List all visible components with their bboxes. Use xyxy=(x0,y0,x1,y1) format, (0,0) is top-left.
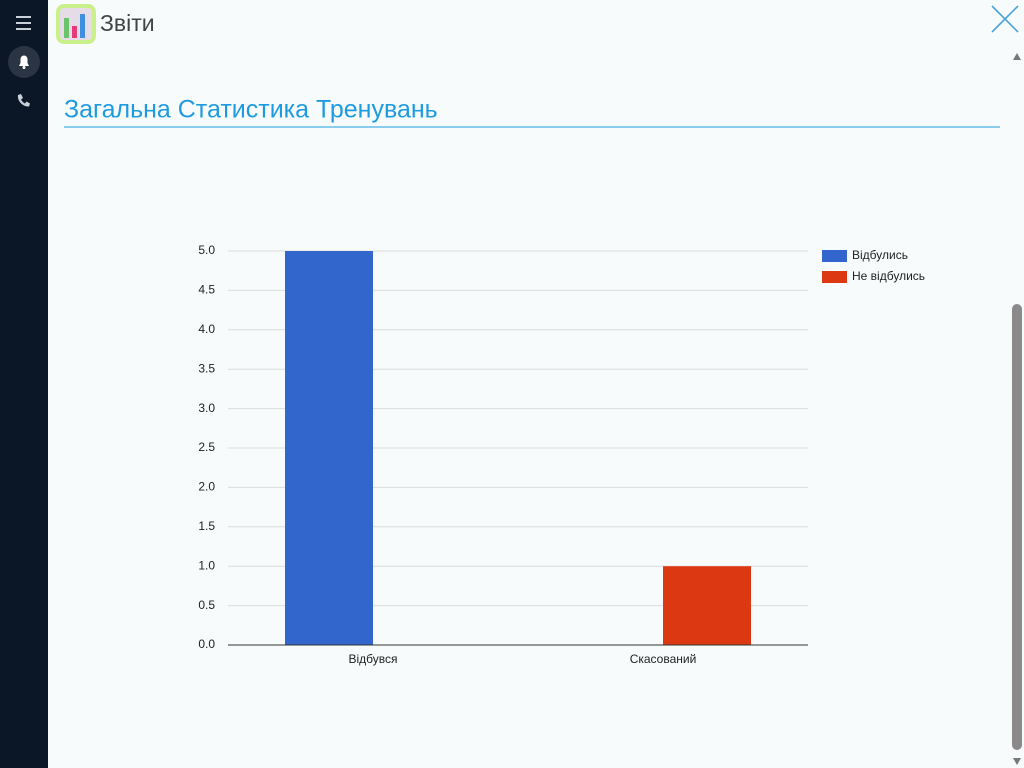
y-tick-label: 0.0 xyxy=(198,637,215,651)
y-tick-label: 1.5 xyxy=(198,519,215,533)
legend-swatch xyxy=(822,250,847,262)
phone-button[interactable] xyxy=(17,94,30,107)
y-tick-label: 1.0 xyxy=(198,558,215,572)
bar xyxy=(285,251,373,645)
y-tick-label: 2.5 xyxy=(198,440,215,454)
scrollbar[interactable] xyxy=(1012,53,1022,765)
y-tick-label: 4.5 xyxy=(198,283,215,297)
sidebar xyxy=(0,0,48,768)
y-tick-label: 3.0 xyxy=(198,401,215,415)
y-tick-label: 5.0 xyxy=(198,243,215,257)
x-tick-label: Відбувся xyxy=(348,652,397,666)
chart: 0.0 0.5 1.0 1.5 2.0 2.5 3.0 3.5 4.0 4.5 5.0 Відбувс… xyxy=(198,243,925,666)
header-title: Звіти xyxy=(100,10,155,36)
legend-label: Відбулись xyxy=(852,248,908,262)
page-heading: Загальна Статистика Тренувань xyxy=(64,96,438,124)
legend-swatch xyxy=(822,271,847,283)
close-button[interactable] xyxy=(991,5,1019,33)
legend-label: Не відбулись xyxy=(852,269,925,283)
reports-icon xyxy=(56,4,96,44)
y-tick-label: 2.0 xyxy=(198,480,215,494)
y-tick-label: 3.5 xyxy=(198,361,215,375)
notifications-button[interactable] xyxy=(8,46,40,78)
x-tick-label: Скасований xyxy=(630,652,697,666)
bar xyxy=(663,566,751,645)
menu-button[interactable] xyxy=(16,16,31,30)
y-tick-label: 4.0 xyxy=(198,322,215,336)
y-tick-label: 0.5 xyxy=(198,598,215,612)
